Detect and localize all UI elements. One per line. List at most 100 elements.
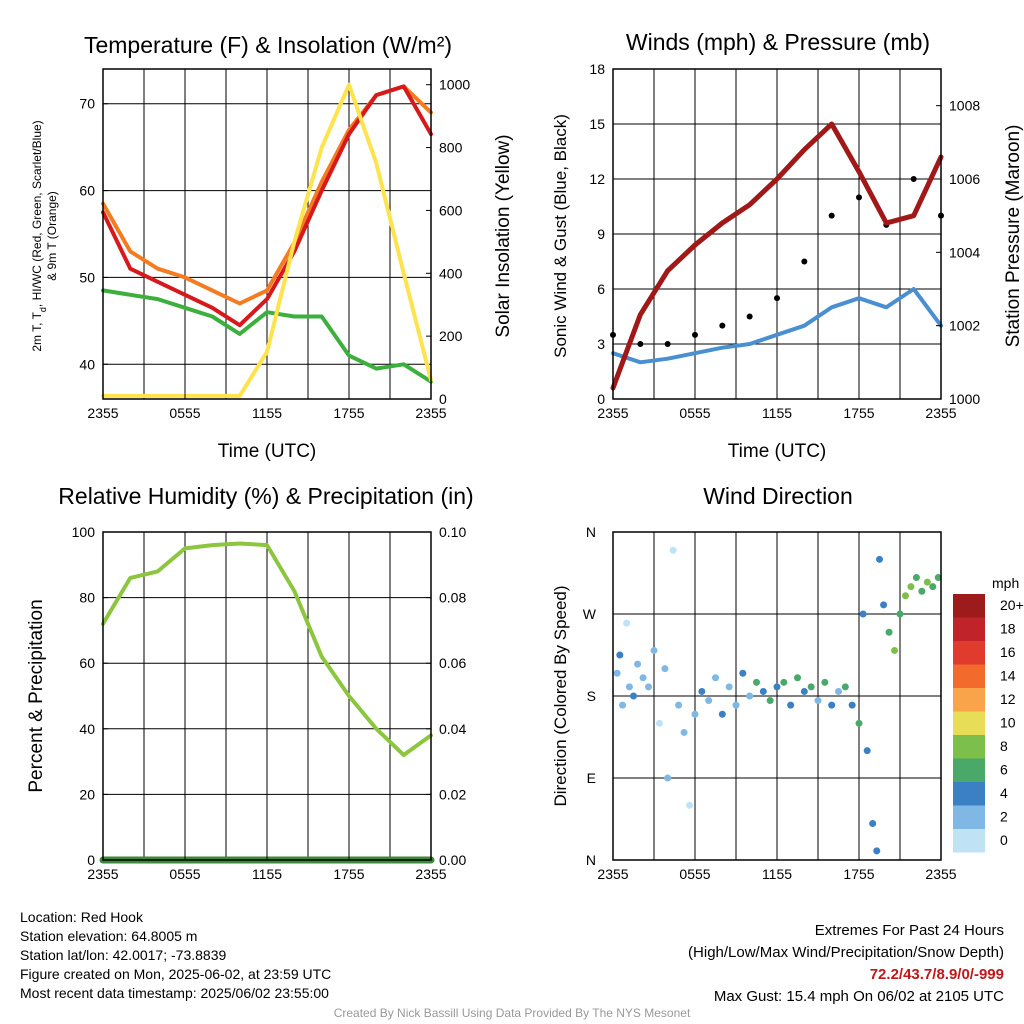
colorbar-swatch	[953, 829, 985, 853]
humidity-y-tick-label: 60	[79, 655, 95, 671]
humidity-y2-tick-label: 0.06	[439, 655, 466, 671]
colorbar-swatch	[953, 805, 985, 829]
created-text: Figure created on Mon, 2025-06-02, at 23…	[20, 966, 332, 982]
extremes-legend: (High/Low/Max Wind/Precipitation/Snow De…	[688, 944, 1004, 961]
temperature-y2-tick-label: 0	[439, 391, 447, 407]
wind-direction-point	[907, 583, 915, 591]
wind-direction-point	[759, 687, 767, 695]
colorbar-label: 20+	[1000, 597, 1024, 613]
winds-x-tick-label: 2355	[925, 405, 956, 421]
winds-series-1-point	[637, 341, 644, 347]
wind-direction-point	[841, 683, 849, 691]
wind-direction-point	[616, 651, 624, 659]
colorbar-label: 14	[1000, 668, 1016, 684]
humidity-y2-tick-label: 0.02	[439, 786, 466, 802]
temperature-x-tick-label: 1755	[333, 405, 364, 421]
colorbar-label: 12	[1000, 691, 1016, 707]
winds-x-tick-label: 1155	[762, 405, 792, 421]
winds-y-label: Sonic Wind & Gust (Blue, Black)	[551, 114, 570, 358]
wind-direction-y-label: Direction (Colored By Speed)	[551, 585, 570, 806]
wind-direction-y-tick-label: E	[587, 770, 596, 786]
temperature-y2-tick-label: 800	[439, 140, 463, 156]
wind-direction-y-tick-label: N	[586, 524, 596, 540]
recent-data-text: Most recent data timestamp: 2025/06/02 2…	[20, 985, 329, 1001]
wind-direction-point	[661, 665, 669, 673]
humidity-y-tick-label: 0	[87, 852, 95, 868]
wind-direction-point	[625, 683, 633, 691]
colorbar-label: 2	[1000, 809, 1008, 825]
colorbar-label: 16	[1000, 644, 1016, 660]
wind-direction-y-tick-label: S	[587, 688, 596, 704]
colorbar-label: 10	[1000, 715, 1016, 731]
winds-series-1-point	[828, 212, 835, 219]
wind-direction-point	[855, 719, 863, 727]
temperature-y-label: 2m T, Td, HI/WC (Red, Green, Scarlet/Blu…	[30, 120, 48, 351]
humidity-panel: Relative Humidity (%) & Precipitation (i…	[26, 483, 474, 882]
winds-series-1-point	[801, 258, 808, 265]
wind-direction-point	[619, 701, 627, 709]
credit-text: Created By Nick Bassill Using Data Provi…	[333, 1006, 691, 1020]
winds-x-tick-label: 1755	[843, 405, 874, 421]
speed-colorbar: mph 20+ 18 16 14 12 10 8 6 4 2 0	[953, 575, 1024, 853]
winds-title: Winds (mph) & Pressure (mb)	[626, 29, 930, 55]
wind-direction-point	[686, 801, 694, 809]
wind-direction-point	[876, 555, 883, 563]
winds-series-1-point	[719, 322, 726, 329]
extremes-values: 72.2/43.7/8.9/0/-999	[869, 966, 1004, 983]
wind-direction-point	[773, 683, 781, 691]
wind-direction-point	[821, 678, 829, 686]
wind-direction-point	[712, 674, 719, 682]
colorbar-label: 0	[1000, 832, 1008, 848]
humidity-y-tick-label: 100	[72, 524, 96, 540]
wind-direction-point	[613, 669, 621, 677]
temperature-x-tick-label: 2355	[415, 405, 446, 421]
winds-frame	[612, 68, 942, 400]
wind-direction-x-tick-label: 2355	[925, 866, 956, 882]
wind-direction-point	[691, 710, 699, 718]
wind-direction-point	[848, 701, 856, 709]
wind-direction-point	[912, 574, 920, 582]
colorbar-swatch	[953, 641, 985, 665]
humidity-y2-tick-label: 0.10	[439, 524, 466, 540]
winds-x-tick-label: 0555	[679, 405, 710, 421]
wind-direction-x-tick-label: 1755	[843, 866, 874, 882]
winds-series-1-point	[856, 194, 862, 201]
max-gust-text: Max Gust: 15.4 mph On 06/02 at 2105 UTC	[713, 988, 1004, 1005]
temperature-y2-tick-label: 400	[439, 265, 463, 281]
wind-direction-y-tick-label: W	[583, 606, 597, 622]
wind-direction-point	[766, 697, 774, 705]
humidity-frame	[102, 531, 432, 861]
temperature-y-tick-label: 40	[79, 356, 95, 372]
winds-y2-tick-label: 1006	[949, 171, 980, 187]
wind-direction-point	[645, 683, 653, 691]
wind-direction-point	[753, 678, 760, 686]
humidity-x-tick-label: 1155	[252, 866, 282, 882]
winds-y-tick-label: 9	[597, 226, 605, 242]
colorbar-swatch	[953, 782, 985, 806]
winds-series-1-point	[692, 331, 698, 338]
winds-y-tick-label: 12	[589, 171, 605, 187]
station-info: Location: Red Hook Station elevation: 64…	[20, 908, 331, 1003]
colorbar-label: 4	[1000, 785, 1008, 801]
winds-series-1-point	[746, 313, 753, 320]
temperature-series-3-line	[101, 82, 433, 398]
wind-direction-point	[780, 678, 788, 686]
location-text: Location: Red Hook	[20, 909, 143, 925]
winds-series-0-line	[611, 287, 943, 365]
wind-direction-point	[746, 692, 754, 700]
humidity-x-tick-label: 2355	[415, 866, 446, 882]
temperature-x-label: Time (UTC)	[218, 441, 317, 462]
temperature-series-1-line	[101, 84, 433, 328]
colorbar-title: mph	[992, 575, 1019, 591]
wind-direction-point	[718, 710, 726, 718]
wind-direction-point	[923, 578, 931, 586]
humidity-y-tick-label: 20	[79, 786, 95, 802]
wind-direction-point	[732, 701, 740, 709]
wind-direction-y-tick-label: N	[586, 852, 596, 868]
winds-y2-tick-label: 1002	[949, 318, 980, 334]
winds-y-tick-label: 15	[589, 116, 605, 132]
temperature-x-tick-label: 1155	[252, 405, 282, 421]
extremes-info: Extremes For Past 24 Hours (High/Low/Max…	[688, 920, 1004, 1008]
temperature-frame	[102, 68, 432, 400]
colorbar-swatch	[953, 617, 985, 641]
